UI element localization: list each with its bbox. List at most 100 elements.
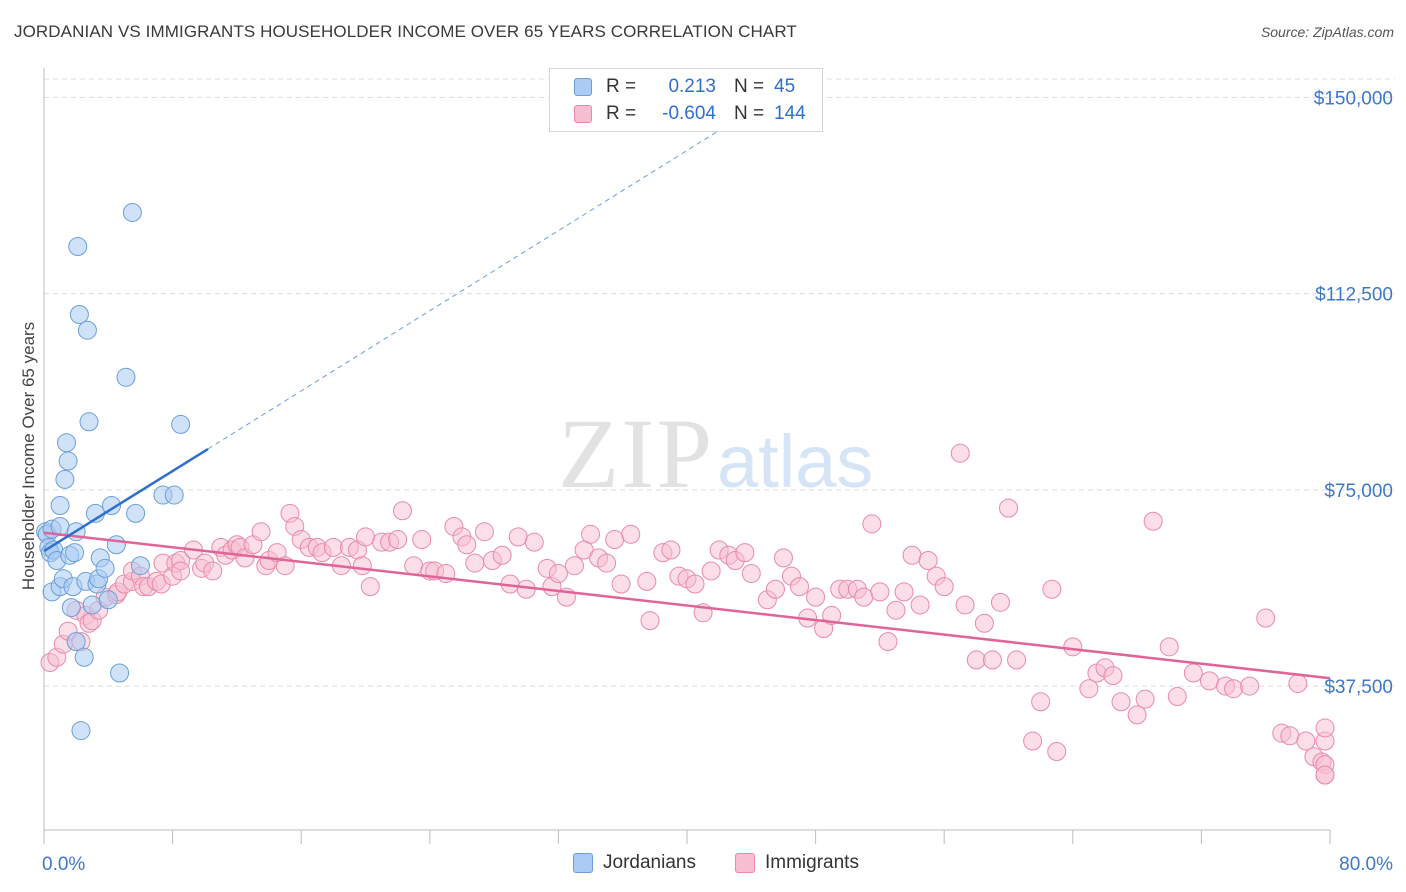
immigrant-point — [934, 577, 954, 597]
immigrant-point — [790, 577, 810, 597]
watermark-atlas: atlas — [717, 420, 873, 503]
jordanians-trend-line — [43, 447, 209, 553]
immigrant-point — [862, 514, 882, 534]
immigrants-trend-line — [43, 531, 1331, 680]
jordanian-point — [130, 556, 150, 576]
immigrant-point — [966, 650, 986, 670]
immigrant-point — [457, 535, 477, 555]
immigrant-point — [1143, 511, 1163, 531]
jordanian-point — [98, 590, 118, 610]
legend-row-jordanians: R = 0.213 N = 45 — [574, 75, 830, 99]
jordanian-point — [65, 543, 85, 563]
correlation-legend: R = 0.213 N = 45 R = -0.604 N = 144 — [549, 68, 823, 132]
x-tick-label-min: 0.0% — [42, 854, 85, 875]
immigrant-point — [870, 582, 890, 602]
watermark: ZIP atlas — [558, 398, 873, 509]
n-label: N = — [734, 76, 765, 97]
immigrant-point — [404, 556, 424, 576]
immigrant-point — [1280, 726, 1300, 746]
immigrant-point — [392, 501, 412, 521]
immigrant-point — [1063, 637, 1083, 657]
immigrant-point — [999, 498, 1018, 518]
immigrant-point — [1288, 673, 1308, 693]
immigrant-point — [1296, 731, 1316, 751]
immigrant-point — [1199, 671, 1219, 691]
immigrant-point — [773, 548, 793, 568]
immigrant-point — [1031, 692, 1051, 712]
legend-item-immigrants: Immigrants — [735, 852, 859, 874]
immigrant-point — [1127, 705, 1147, 725]
legend-row-immigrants: R = -0.604 N = 144 — [574, 102, 830, 126]
r-value: 0.213 — [668, 76, 716, 97]
y-tick-label: $150,000 — [1314, 88, 1393, 109]
immigrant-point — [1159, 637, 1179, 657]
jordanians-swatch — [573, 853, 593, 873]
immigrant-point — [474, 522, 494, 542]
legend-label: Immigrants — [765, 852, 859, 873]
immigrant-point — [765, 579, 785, 599]
n-value: 45 — [774, 76, 796, 97]
immigrant-point — [1315, 765, 1335, 785]
immigrant-point — [581, 524, 601, 544]
immigrant-point — [1167, 687, 1187, 707]
immigrant-point — [878, 632, 898, 652]
watermark-zip: ZIP — [558, 398, 714, 509]
immigrant-point — [640, 611, 660, 631]
jordanian-point — [68, 236, 88, 256]
jordanian-point — [116, 367, 136, 387]
jordanian-point — [171, 414, 191, 434]
immigrant-point — [524, 532, 544, 552]
chart-title: JORDANIAN VS IMMIGRANTS HOUSEHOLDER INCO… — [14, 22, 797, 41]
jordanian-point — [71, 721, 91, 741]
immigrant-point — [822, 605, 842, 625]
immigrant-point — [203, 561, 223, 581]
immigrant-point — [741, 564, 761, 584]
immigrant-point — [171, 561, 191, 581]
immigrant-point — [1240, 676, 1260, 696]
immigrant-point — [251, 522, 271, 542]
n-label: N = — [734, 103, 765, 124]
y-tick-label: $75,000 — [1324, 481, 1393, 502]
jordanians-points — [36, 202, 191, 741]
jordanian-point — [66, 632, 86, 652]
immigrant-point — [412, 530, 432, 550]
immigrants-swatch — [574, 105, 592, 123]
immigrant-point — [886, 600, 906, 620]
source-credit: Source: ZipAtlas.com — [1260, 24, 1394, 40]
jordanian-point — [58, 451, 78, 471]
immigrant-point — [902, 545, 922, 565]
legend-label: Jordanians — [603, 852, 696, 873]
trend-lines — [43, 109, 1331, 680]
jordanian-point — [61, 598, 81, 618]
immigrant-point — [974, 613, 994, 633]
legend-item-jordanians: Jordanians — [573, 852, 696, 874]
immigrant-point — [950, 443, 970, 463]
jordanian-point — [126, 503, 146, 523]
immigrant-point — [508, 527, 528, 547]
immigrants-swatch — [735, 853, 755, 873]
jordanian-point — [69, 305, 89, 325]
jordanian-point — [110, 663, 130, 683]
y-tick-labels: $37,500 $75,000 $112,500 $150,000 — [1314, 88, 1393, 698]
immigrant-point — [685, 574, 705, 594]
immigrant-point — [982, 650, 1002, 670]
immigrant-point — [894, 582, 914, 602]
immigrant-point — [1047, 741, 1067, 761]
immigrant-point — [1183, 663, 1203, 683]
jordanian-point — [82, 595, 102, 615]
immigrant-point — [1042, 579, 1062, 599]
jordanian-point — [74, 647, 94, 667]
immigrant-point — [1023, 731, 1043, 751]
immigrant-point — [918, 550, 938, 570]
immigrant-point — [910, 595, 930, 615]
immigrant-point — [1103, 666, 1123, 686]
axes — [43, 68, 1331, 844]
immigrant-point — [388, 530, 408, 550]
immigrant-point — [661, 540, 681, 560]
immigrant-point — [955, 595, 975, 615]
y-axis-label: Householder Income Over 65 years — [19, 322, 38, 590]
immigrant-point — [637, 571, 657, 591]
n-value: 144 — [774, 103, 806, 124]
immigrant-point — [701, 561, 721, 581]
